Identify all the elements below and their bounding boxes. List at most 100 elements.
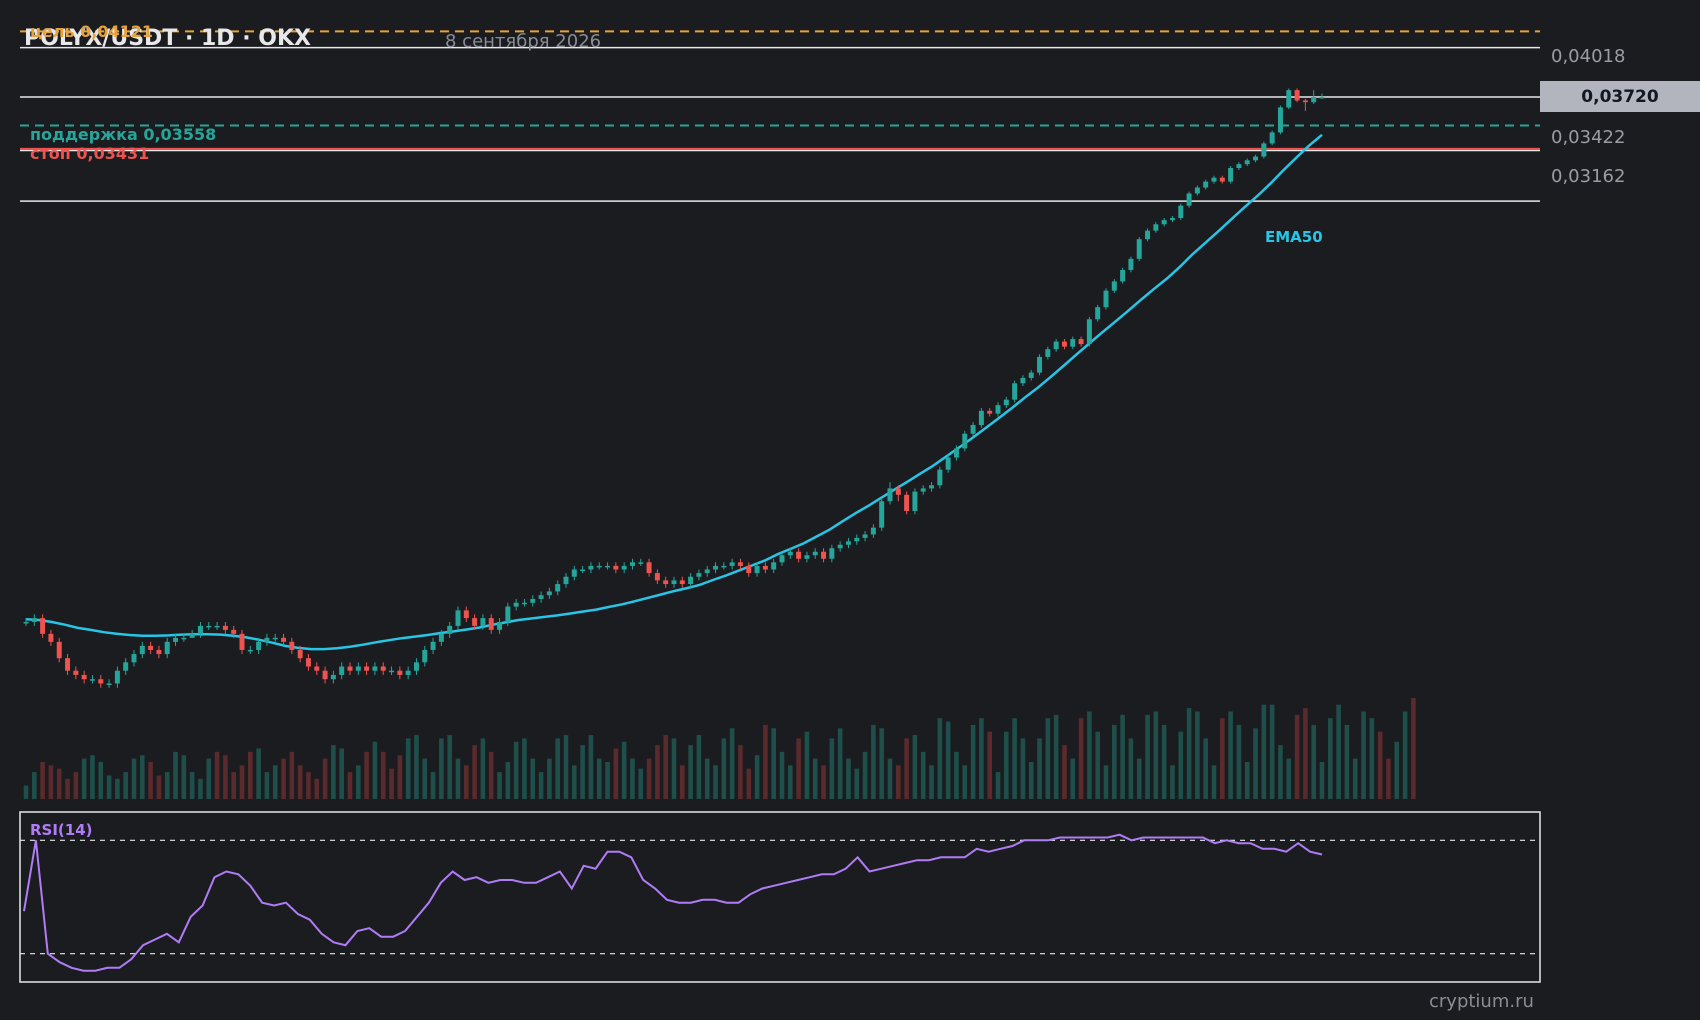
volume-bar — [1278, 745, 1283, 799]
candle-body — [322, 670, 328, 680]
candle — [737, 558, 743, 570]
volume-bar — [1087, 711, 1092, 799]
candle — [970, 422, 976, 437]
candle — [629, 558, 635, 570]
volume-bar — [347, 772, 353, 799]
volume-bar — [538, 772, 544, 799]
candle — [281, 633, 287, 646]
ema50-line-group — [25, 133, 1323, 651]
candle-body — [1020, 377, 1026, 384]
candle — [1070, 336, 1076, 350]
volume-bar — [837, 728, 843, 799]
candle-body — [1070, 339, 1076, 347]
candle — [1053, 339, 1059, 352]
rsi-panel — [19, 811, 1541, 983]
volume-bar — [1153, 711, 1159, 799]
volume-bar — [1236, 724, 1242, 799]
candle-body — [530, 598, 536, 603]
volume-bar — [322, 758, 328, 799]
volume-bar — [1170, 765, 1175, 799]
volume-bar — [920, 751, 926, 799]
candle — [904, 491, 910, 515]
volume-bar — [1020, 738, 1026, 799]
candle-body — [413, 662, 419, 671]
candle-body — [904, 494, 910, 512]
volume-bar — [331, 745, 336, 799]
volume-bar — [1045, 718, 1051, 799]
volume-bar — [879, 728, 884, 799]
candle — [1136, 237, 1142, 262]
candle — [40, 614, 46, 638]
volume-bar — [1120, 714, 1125, 799]
candle — [1161, 218, 1167, 227]
volume-bar — [1369, 718, 1375, 799]
volume-bar — [621, 741, 627, 799]
volume-bar — [505, 761, 511, 799]
candle-body — [1253, 156, 1259, 161]
level-lines — [20, 30, 1540, 150]
candle-body — [56, 641, 62, 659]
candle — [81, 670, 87, 684]
candle — [131, 649, 137, 667]
volume-bar — [754, 755, 760, 799]
candle — [480, 614, 486, 630]
candle — [98, 674, 104, 688]
candle-body — [131, 654, 137, 663]
candle — [1186, 191, 1192, 208]
candle-body — [264, 637, 270, 642]
volume-bar — [73, 772, 79, 799]
candle — [65, 654, 71, 675]
volume-bar — [979, 718, 984, 799]
candle-body — [281, 637, 287, 642]
volume-bar — [771, 728, 776, 799]
candle — [389, 666, 395, 675]
volume-bar — [871, 724, 876, 799]
volume-bar — [995, 772, 1001, 799]
volume-bar — [1095, 731, 1100, 799]
volume-bar — [1186, 708, 1192, 799]
candle — [1269, 130, 1275, 146]
candle-body — [1277, 107, 1283, 133]
candle-body — [729, 562, 735, 566]
volume-bar — [929, 765, 934, 799]
candle-body — [1128, 258, 1134, 271]
candle — [1302, 98, 1308, 111]
candle-body — [164, 641, 170, 655]
candle-body — [447, 625, 453, 634]
candle-body — [621, 565, 627, 570]
candle — [521, 598, 527, 607]
candle — [455, 606, 461, 630]
candle-body — [488, 618, 494, 630]
candle-body — [937, 469, 943, 486]
candle — [895, 485, 901, 502]
candle-body — [1037, 356, 1043, 373]
candle — [364, 662, 370, 675]
candle — [962, 430, 968, 452]
volume-bar — [488, 751, 494, 799]
candle — [123, 658, 129, 675]
candle-body — [1311, 97, 1317, 103]
volume-bar — [796, 738, 801, 799]
volume-bar — [688, 745, 693, 799]
volume-bar — [198, 778, 203, 799]
volume-bar — [380, 751, 386, 799]
volume-bar — [23, 785, 29, 799]
candle-body — [787, 551, 793, 556]
candle — [513, 598, 519, 611]
candle-body — [106, 683, 112, 685]
volume-bar — [655, 745, 660, 799]
candle-body — [704, 569, 710, 574]
candle-body — [671, 580, 677, 585]
volume-bar — [646, 758, 652, 799]
candle — [1078, 336, 1084, 347]
grid-lines — [20, 46, 1540, 202]
candle-body — [239, 633, 245, 650]
candle-body — [1003, 399, 1009, 406]
candle-body — [870, 527, 876, 535]
candle-body — [397, 670, 403, 675]
candle — [156, 645, 162, 659]
volume-bar — [829, 738, 835, 799]
candle-body — [613, 565, 619, 570]
candle-body — [1186, 193, 1192, 206]
volume-bar — [530, 758, 536, 799]
